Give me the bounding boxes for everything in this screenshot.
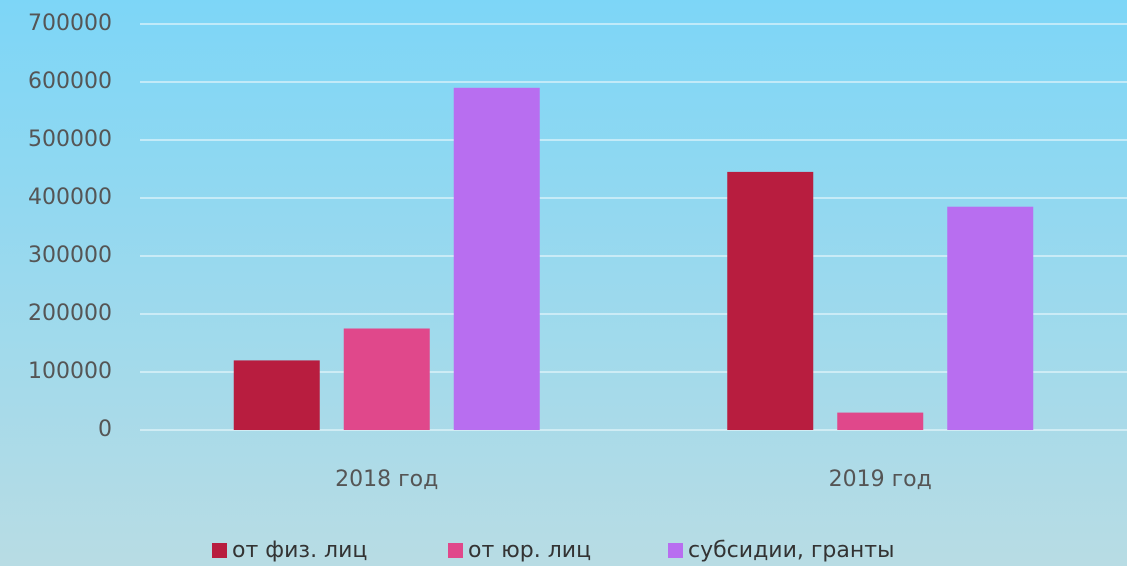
y-tick-label: 600000: [28, 69, 112, 94]
bar: [343, 328, 430, 430]
legend-label: от юр. лиц: [468, 538, 591, 563]
legend-swatch: [448, 543, 463, 558]
bar: [453, 87, 540, 431]
x-tick-label: 2018 год: [335, 467, 438, 492]
y-tick-label: 500000: [28, 127, 112, 152]
bar: [837, 412, 924, 430]
bar: [947, 206, 1034, 430]
bar: [727, 171, 814, 430]
y-tick-label: 300000: [28, 243, 112, 268]
y-tick-label: 400000: [28, 185, 112, 210]
legend-label: от физ. лиц: [232, 538, 367, 563]
legend: от физ. лиц от юр. лиц субсидии, гранты: [212, 538, 894, 563]
legend-label: субсидии, гранты: [688, 538, 894, 563]
legend-swatch: [212, 543, 227, 558]
y-tick-label: 200000: [28, 301, 112, 326]
bar: [233, 360, 320, 430]
y-tick-label: 100000: [28, 359, 112, 384]
y-tick-label: 700000: [28, 11, 112, 36]
x-tick-label: 2019 год: [829, 467, 932, 492]
legend-swatch: [668, 543, 683, 558]
y-tick-label: 0: [98, 417, 112, 442]
